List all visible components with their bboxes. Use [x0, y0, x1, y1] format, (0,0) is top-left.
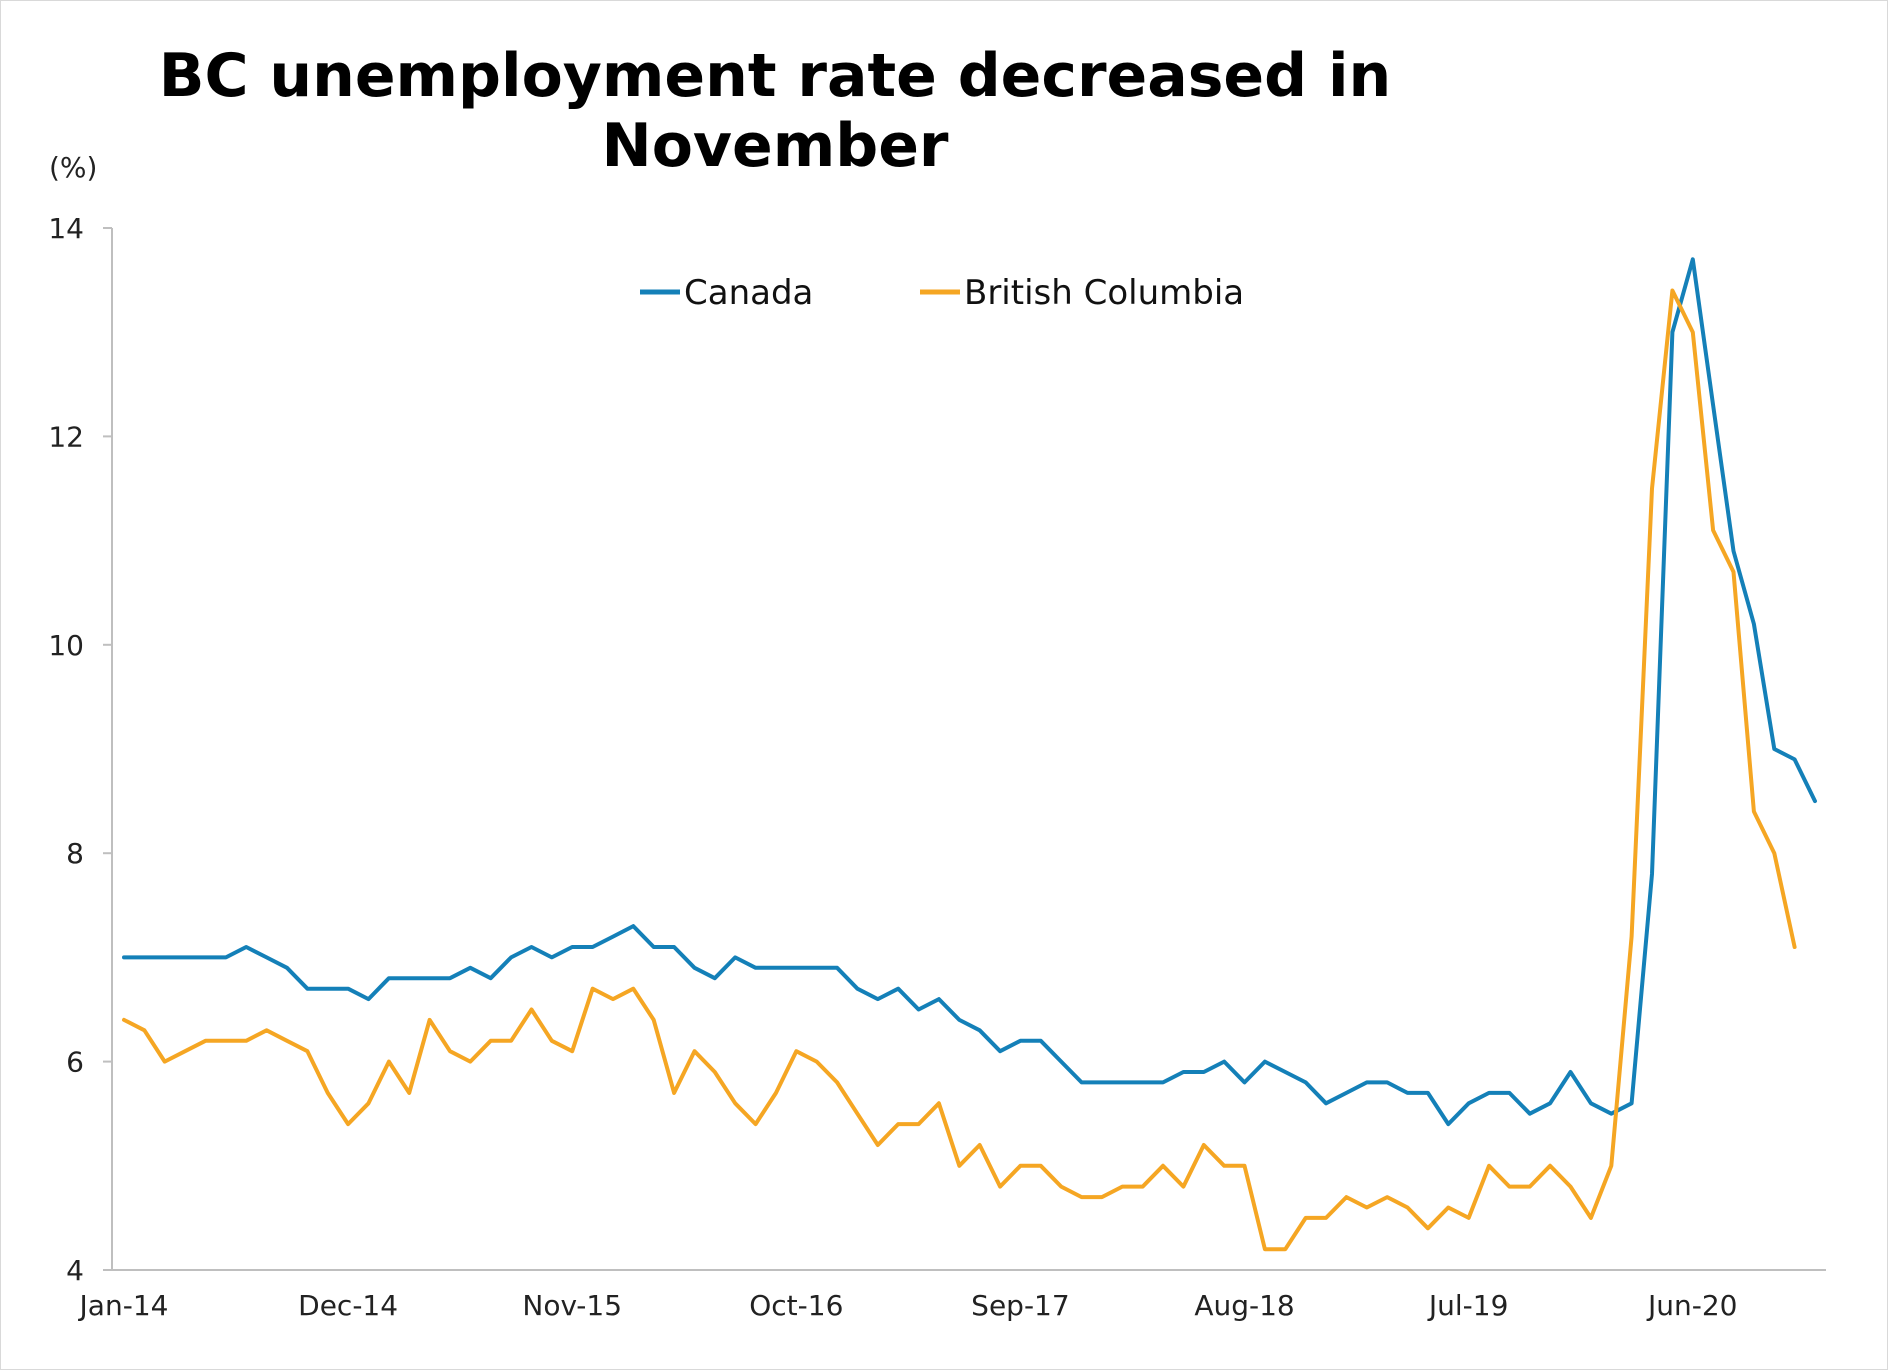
y-tick-label: 4 [66, 1254, 84, 1287]
chart-title: BC unemployment rate decreased in Novemb… [158, 41, 1392, 181]
y-axis-unit-label: (%) [49, 151, 98, 184]
series-line [122, 257, 1817, 1127]
y-axis: 4 6 8 10 12 14 [48, 212, 113, 1287]
series-canada [122, 257, 1817, 1127]
x-tick-label: Jun-20 [1646, 1289, 1737, 1322]
legend-item: Canada [640, 273, 813, 313]
y-tick-label: 6 [66, 1046, 84, 1079]
x-tick-label: Sep-17 [971, 1289, 1070, 1322]
x-tick-label: Dec-14 [298, 1289, 398, 1322]
series-layer [122, 257, 1817, 1252]
legend: Canada British Columbia [640, 273, 1244, 313]
legend-label: British Columbia [964, 273, 1244, 313]
x-tick-label: Nov-15 [522, 1289, 622, 1322]
legend-label: Canada [684, 273, 813, 313]
x-tick-label: Oct-16 [749, 1289, 843, 1322]
series-british-columbia [122, 288, 1797, 1252]
y-tick-label: 14 [48, 212, 84, 245]
x-tick-label: Aug-18 [1194, 1289, 1294, 1322]
y-tick-label: 12 [48, 420, 84, 453]
y-tick-label: 10 [48, 629, 84, 662]
x-tick-label: Jan-14 [78, 1289, 169, 1322]
legend-item: British Columbia [920, 273, 1244, 313]
y-tick-label: 8 [66, 837, 84, 870]
x-tick-label: Jul-19 [1427, 1289, 1509, 1322]
x-axis: Jan-14 Dec-14 Nov-15 Oct-16 Sep-17 Aug-18 Jul-… [78, 1269, 1826, 1322]
